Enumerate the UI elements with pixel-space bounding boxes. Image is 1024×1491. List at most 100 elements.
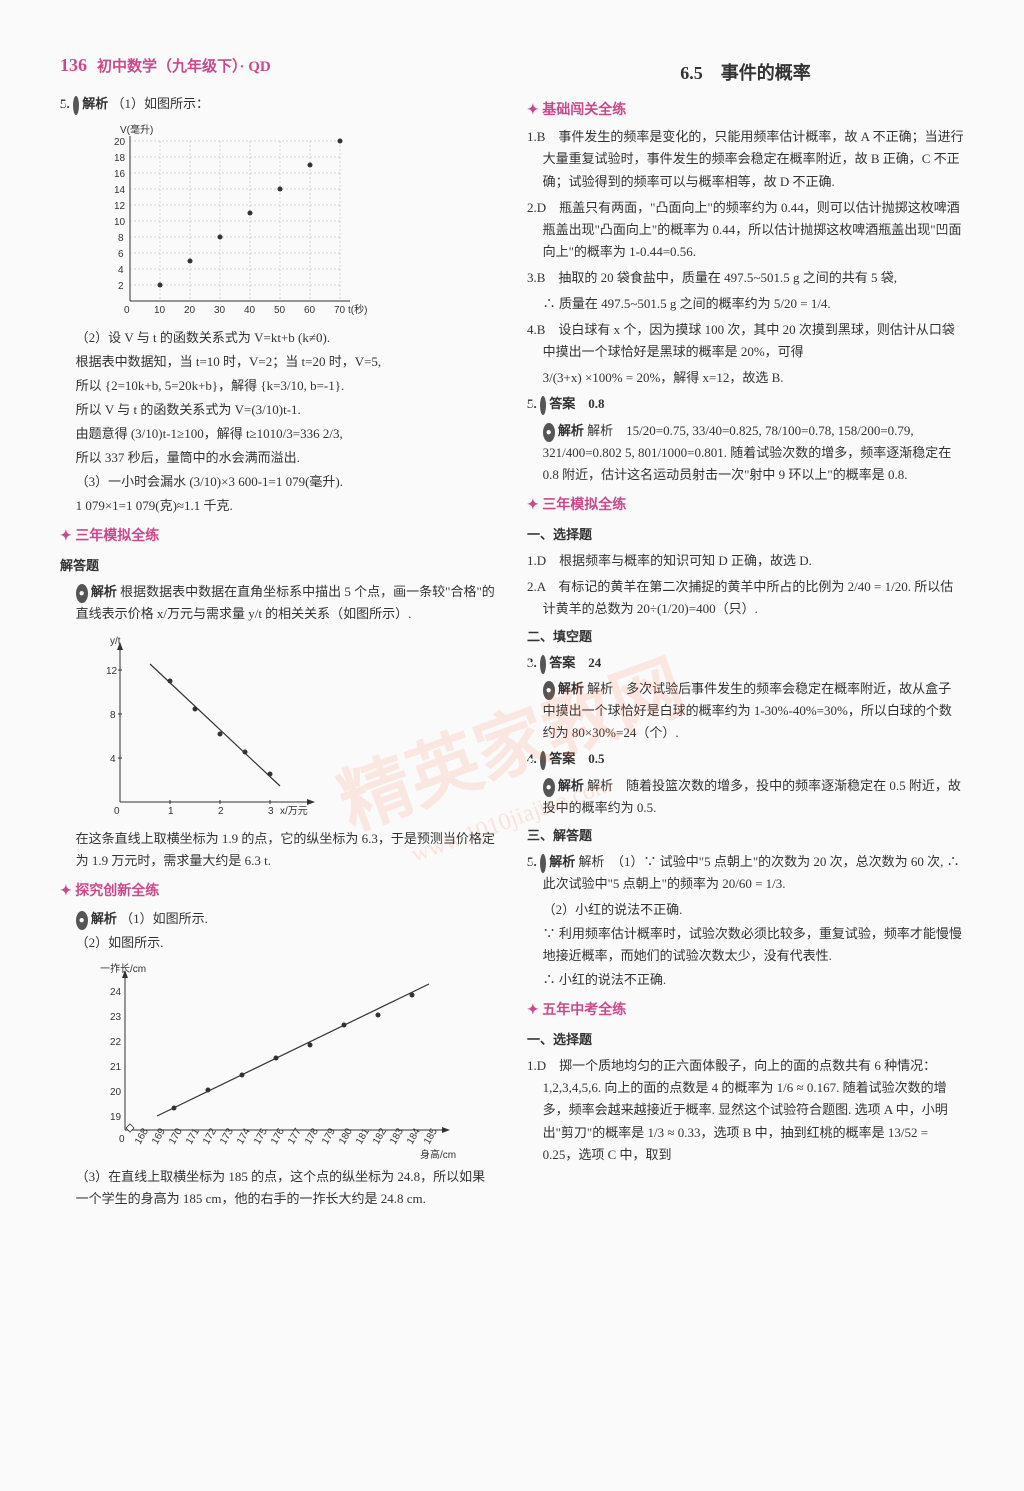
right-s2-i5p2: （2）小红的说法不正确. [527,899,964,921]
svg-text:20: 20 [184,305,196,316]
svg-text:170: 170 [167,1126,185,1146]
q5-p3: 根据表中数据知，当 t=10 时，V=2；当 t=20 时，V=5, [60,351,497,373]
right-s2-heading: 三年模拟全练 [527,494,964,518]
bullet-icon: ● [76,911,88,930]
right-s2-i5p1: 解析 （1）∵ 试验中"5 点朝上"的次数为 20 次，总次数为 60 次, ∴… [543,854,960,891]
svg-text:3: 3 [268,806,274,817]
analysis-label: 解析 [82,96,108,111]
right-s3-heading: 五年中考全练 [527,999,964,1023]
svg-text:2: 2 [118,281,124,292]
svg-text:4: 4 [118,265,124,276]
right-s2-i3p-row: ● 解析 解析 多次试验后事件发生的频率会稳定在概率附近，故从盒子中摸出一个球恰… [527,678,964,744]
analysis-label: 解析 [549,854,575,869]
right-s2-i3p: 解析 多次试验后事件发生的频率会稳定在概率附近，故从盒子中摸出一个球恰好是白球的… [543,681,952,740]
bullet-icon: ● [540,751,546,770]
q5-p7: 所以 337 秒后，量筒中的水会满而溢出. [60,447,497,469]
svg-text:173: 173 [218,1126,236,1146]
svg-text:181: 181 [354,1126,372,1146]
svg-text:179: 179 [320,1126,338,1146]
page-number: 136 [60,50,87,81]
right-s2-i4p: 解析 随着投篮次数的增多，投中的频率逐渐稳定在 0.5 附近，故投中的概率约为 … [543,778,961,815]
svg-text:2: 2 [218,806,224,817]
left-s1-sub: 解答题 [60,555,497,577]
right-s2-sub3: 三、解答题 [527,825,964,847]
svg-text:10: 10 [114,217,126,228]
svg-text:185: 185 [422,1126,440,1146]
bullet-icon: ● [540,655,546,674]
right-s1-heading: 基础闯关全练 [527,99,964,123]
svg-text:20: 20 [114,137,126,148]
bullet-icon: ● [543,423,555,442]
right-s3-i1: 1.D 掷一个质地均匀的正六面体骰子，向上的面的点数共有 6 种情况：1,2,3… [527,1055,964,1165]
q5-p4: 所以 {2=10k+b, 5=20k+b}，解得 {k=3/10, b=-1}. [60,375,497,397]
right-s1-i3b: ∴ 质量在 497.5~501.5 g 之间的概率约为 5/20 = 1/4. [527,293,964,315]
left-s2-heading: 探究创新全练 [60,880,497,904]
right-s1-i5-row: 5. ● 答案 0.8 [527,393,964,415]
chart-2: y/t 4 8 12 1 2 3 0 x/万元 [90,632,330,822]
right-s2-sub1: 一、选择题 [527,524,964,546]
q5-p2: （2）设 V 与 t 的函数关系式为 V=kt+b (k≠0). [60,327,497,349]
svg-text:10: 10 [154,305,166,316]
svg-text:21: 21 [110,1062,122,1073]
svg-text:20: 20 [110,1087,122,1098]
chart-3: 一拃长/cm 19 20 21 22 23 24 0 168 169 170 1… [90,960,460,1160]
right-s2-i5p4: ∴ 小红的说法不正确. [527,969,964,991]
left-s1-p1: 根据数据表中数据在直角坐标系中描出 5 个点，画一条较"合格"的直线表示价格 x… [76,584,495,621]
page-title: 初中数学（九年级下）· QD [97,55,271,81]
svg-text:23: 23 [110,1012,122,1023]
chart1-ygrid: 2 4 6 8 10 12 14 16 18 20 [114,137,340,292]
right-title: 6.5 事件的概率 [527,58,964,89]
right-s3-sub: 一、选择题 [527,1029,964,1051]
left-column: 136 初中数学（九年级下）· QD 5. ● 解析 （1）如图所示： V(毫升… [60,50,497,1212]
right-s2-i2: 2.A 有标记的黄羊在第二次捕捉的黄羊中所占的比例为 2/40 = 1/20. … [527,576,964,620]
svg-text:178: 178 [303,1126,321,1146]
chart3-xlabel: 身高/cm [420,1148,456,1160]
chart2-xlabel: x/万元 [280,806,308,817]
q5-p6: 由题意得 (3/10)t-1≥100，解得 t≥1010/3=336 2/3, [60,423,497,445]
left-s2-p1: （1）如图所示. [120,911,208,926]
q5-p5: 所以 V 与 t 的函数关系式为 V=(3/10)t-1. [60,399,497,421]
svg-text:180: 180 [337,1126,355,1146]
q5-head: 5. ● 解析 （1）如图所示： [60,93,497,115]
svg-text:6: 6 [118,249,124,260]
answer-label: 答案 24 [549,655,601,670]
svg-text:60: 60 [304,305,316,316]
svg-text:0: 0 [124,305,130,316]
svg-text:12: 12 [114,201,126,212]
chart1-xlabel: t(秒) [348,303,367,316]
svg-text:40: 40 [244,305,256,316]
left-s2-p3: （3）在直线上取横坐标为 185 的点，这个点的纵坐标为 24.8，所以如果一个… [60,1166,497,1210]
chart3-ylabel: 一拃长/cm [100,962,146,975]
svg-text:22: 22 [110,1037,122,1048]
right-s1-i4: 4.B 设白球有 x 个，因为摸球 100 次，其中 20 次摸到黑球，则估计从… [527,319,964,363]
svg-text:19: 19 [110,1112,122,1123]
left-s1-p2: 在这条直线上取横坐标为 1.9 的点，它的纵坐标为 6.3，于是预测当价格定为 … [60,828,497,872]
analysis-label: 解析 [91,584,117,599]
analysis-label: 解析 [558,423,584,438]
svg-text:169: 169 [150,1126,168,1146]
svg-text:0: 0 [114,806,120,817]
right-s2-i5-row: 5. ● 解析 解析 （1）∵ 试验中"5 点朝上"的次数为 20 次，总次数为… [527,851,964,895]
q5-p8: （3）一小时会漏水 (3/10)×3 600-1=1 079(毫升). [60,471,497,493]
right-s1-i5p: 解析 15/20=0.75, 33/40=0.825, 78/100=0.78,… [543,423,952,482]
svg-text:12: 12 [106,666,118,677]
bullet-icon: ● [543,778,555,797]
svg-text:175: 175 [252,1126,270,1146]
right-s1-i2: 2.D 瓶盖只有两面，"凸面向上"的频率约为 0.44，则可以估计抛掷这枚啤酒瓶… [527,197,964,263]
analysis-label: 解析 [558,778,584,793]
right-s1-i4b: 3/(3+x) ×100% = 20%，解得 x=12，故选 B. [527,367,964,389]
analysis-label: 解析 [558,681,584,696]
svg-text:16: 16 [114,169,126,180]
q5-p1: （1）如图所示： [112,96,210,111]
right-s2-i1: 1.D 根据频率与概率的知识可知 D 正确，故选 D. [527,550,964,572]
svg-text:30: 30 [214,305,226,316]
svg-text:1: 1 [168,806,174,817]
svg-text:50: 50 [274,305,286,316]
svg-text:177: 177 [286,1126,304,1146]
svg-text:8: 8 [118,233,124,244]
answer-label: 答案 0.5 [549,751,604,766]
left-s1-p1-row: ● 解析 根据数据表中数据在直角坐标系中描出 5 个点，画一条较"合格"的直线表… [60,581,497,625]
svg-text:70: 70 [334,305,346,316]
right-s2-sub2: 二、填空题 [527,626,964,648]
right-s1-i3: 3.B 抽取的 20 袋食盐中，质量在 497.5~501.5 g 之间的共有 … [527,267,964,289]
